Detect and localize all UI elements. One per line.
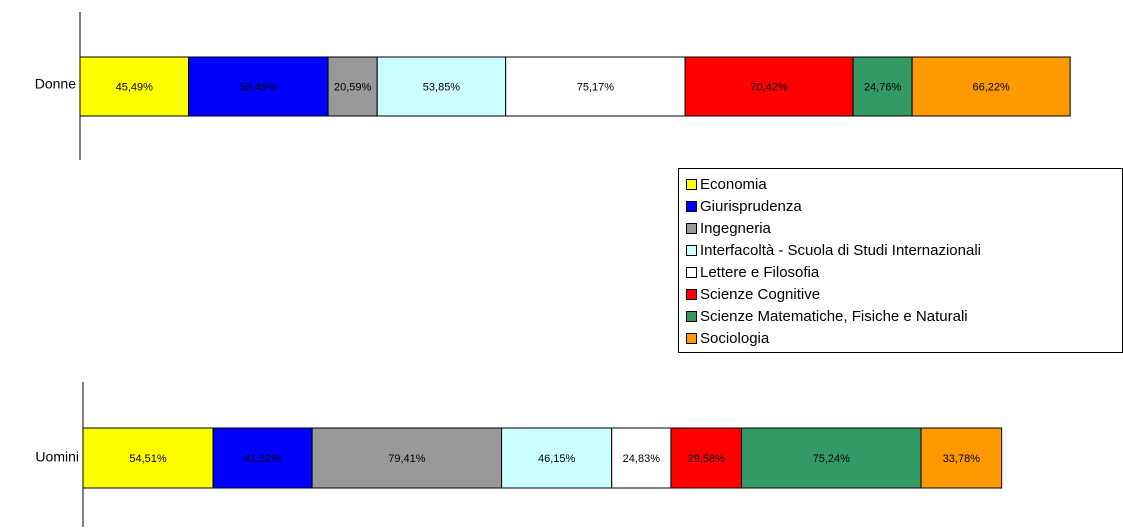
value-label: 24,76% <box>864 81 902 93</box>
value-label: 33,78% <box>943 453 981 465</box>
legend-swatch <box>686 267 697 278</box>
bar-segment <box>327 56 378 117</box>
value-label: 58,48% <box>240 81 278 93</box>
value-label: 29,58% <box>688 453 726 465</box>
bar-segment <box>611 427 672 489</box>
bar-segment <box>82 427 214 489</box>
legend-label: Scienze Cognitive <box>700 286 820 303</box>
value-label: 41,52% <box>244 453 282 465</box>
bar-segment <box>79 56 190 117</box>
value-label: 75,24% <box>813 453 851 465</box>
bar-segment <box>920 427 1003 489</box>
legend-swatch <box>686 179 697 190</box>
legend-swatch <box>686 223 697 234</box>
value-label: 46,15% <box>538 453 576 465</box>
legend-label: Giurisprudenza <box>700 198 802 215</box>
category-label: Uomini <box>35 449 79 465</box>
value-label: 53,85% <box>423 81 461 93</box>
value-label: 45,49% <box>116 81 154 93</box>
legend-box <box>678 168 1123 353</box>
legend-swatch <box>686 311 697 322</box>
bar-segment <box>911 56 1071 117</box>
value-label: 24,83% <box>623 453 661 465</box>
value-label: 75,17% <box>577 81 615 93</box>
legend-label: Lettere e Filosofia <box>700 264 820 281</box>
bar-segment <box>311 427 503 489</box>
bar-segment <box>188 56 329 117</box>
legend-label: Interfacoltà - Scuola di Studi Internazi… <box>700 242 981 259</box>
legend-label: Sociologia <box>700 330 770 347</box>
legend-swatch <box>686 245 697 256</box>
bar-segment <box>670 427 743 489</box>
legend-label: Ingegneria <box>700 220 772 237</box>
value-label: 79,41% <box>388 453 426 465</box>
legend-label: Scienze Matematiche, Fisiche e Naturali <box>700 308 968 325</box>
value-label: 54,51% <box>129 453 167 465</box>
bar-segment <box>741 427 922 489</box>
value-label: 20,59% <box>334 81 372 93</box>
value-label: 66,22% <box>972 81 1010 93</box>
bar-segment <box>212 427 313 489</box>
legend-swatch <box>686 201 697 212</box>
value-label: 70,42% <box>750 81 788 93</box>
legend-swatch <box>686 333 697 344</box>
category-label: Donne <box>35 76 76 92</box>
legend-label: Economia <box>700 176 767 193</box>
legend-swatch <box>686 289 697 300</box>
bar-segment <box>501 427 613 489</box>
bar-segment <box>684 56 854 117</box>
